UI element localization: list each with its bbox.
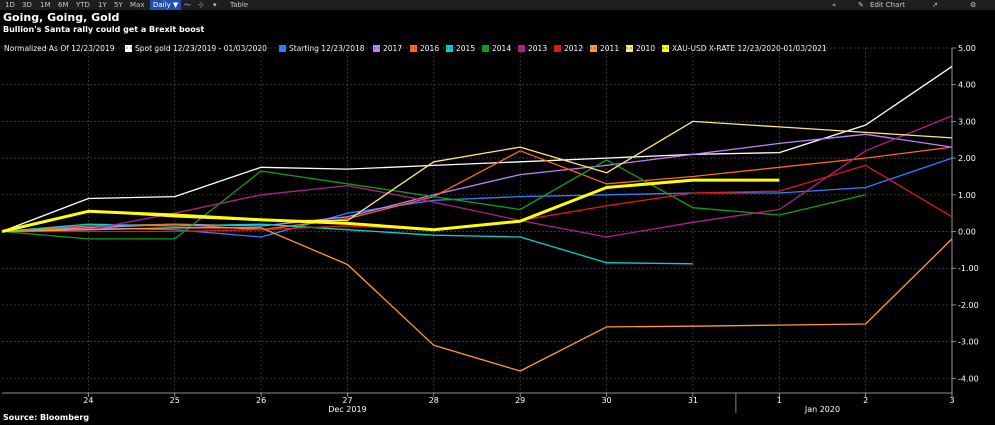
legend-swatch <box>446 45 453 52</box>
x-tick-label: 30 <box>601 396 611 405</box>
chevron-down-icon[interactable]: ▾ <box>213 1 217 9</box>
legend-swatch <box>125 45 132 52</box>
legend-swatch <box>518 45 525 52</box>
legend-label: XAU-USD X-RATE 12/23/2020-01/03/2021 <box>672 44 827 53</box>
series-line <box>1 65 953 233</box>
edit-chart-button[interactable]: Edit Chart <box>870 1 906 9</box>
legend-item-2011[interactable]: 2011 <box>590 43 619 55</box>
range-max-button[interactable]: Max <box>130 1 145 9</box>
legend-item-2013[interactable]: 2013 <box>518 43 547 55</box>
range-6m-button[interactable]: 6M <box>58 1 69 9</box>
gear-icon[interactable]: ⚙ <box>970 1 977 9</box>
y-tick-label: -2.00 <box>958 301 979 310</box>
legend-label: Spot gold 12/23/2019 - 01/03/2020 <box>135 44 267 53</box>
chart-title: Going, Going, Gold <box>3 11 120 24</box>
legend-swatch <box>590 45 597 52</box>
legend-normalized-label: Normalized As Of 12/23/2019 <box>4 44 115 53</box>
legend-item-spot-gold[interactable]: Spot gold 12/23/2019 - 01/03/2020 <box>125 43 267 55</box>
legend-item-2014[interactable]: 2014 <box>482 43 511 55</box>
x-tick-label: 3 <box>949 396 954 405</box>
y-tick-label: -1.00 <box>958 264 979 273</box>
table-button[interactable]: Table <box>230 1 249 9</box>
legend-swatch <box>279 45 286 52</box>
series-line <box>1 133 953 233</box>
source-label: Source: Bloomberg <box>3 413 90 422</box>
top-toolbar: 1D 3D 1M 6M YTD 1Y 5Y Max Daily ▼ 〜 ⊹ ▾ … <box>0 0 995 10</box>
legend-item-2015[interactable]: 2015 <box>446 43 475 55</box>
legend-item-2012[interactable]: 2012 <box>554 43 583 55</box>
legend-item-2016[interactable]: 2016 <box>410 43 439 55</box>
legend-swatch <box>626 45 633 52</box>
x-tick-label: 24 <box>83 396 93 405</box>
y-tick-label: 0.00 <box>958 228 976 237</box>
y-tick-label: 3.00 <box>958 117 976 126</box>
series-line <box>1 159 866 240</box>
legend-label: 2015 <box>456 44 476 53</box>
line-chart-icon[interactable]: 〜 <box>184 1 191 9</box>
compare-icon[interactable]: ⊹ <box>198 1 204 9</box>
range-1y-button[interactable]: 1Y <box>98 1 107 9</box>
x-tick-label: 27 <box>342 396 352 405</box>
legend-item-xau-usd[interactable]: XAU-USD X-RATE 12/23/2020-01/03/2021 <box>662 43 827 55</box>
legend-label: 2010 <box>636 44 656 53</box>
range-ytd-button[interactable]: YTD <box>76 1 90 9</box>
x-tick-label: 29 <box>515 396 525 405</box>
y-tick-label: -4.00 <box>958 374 979 383</box>
legend-swatch <box>410 45 417 52</box>
expand-icon[interactable]: ↗ <box>932 1 938 9</box>
legend-swatch <box>482 45 489 52</box>
frequency-dropdown[interactable]: Daily ▼ <box>150 0 182 10</box>
legend-label: 2013 <box>528 44 548 53</box>
range-3d-button[interactable]: 3D <box>22 1 32 9</box>
legend-label: 2011 <box>600 44 620 53</box>
legend-swatch <box>554 45 561 52</box>
y-tick-label: 4.00 <box>958 81 976 90</box>
legend-label: 2017 <box>383 44 403 53</box>
y-tick-label: 2.00 <box>958 154 976 163</box>
legend-item-starting[interactable]: Starting 12/23/2018 <box>279 43 365 55</box>
x-tick-label: 28 <box>429 396 439 405</box>
collapse-left-icon[interactable]: « <box>832 1 837 9</box>
legend-label: 2016 <box>420 44 440 53</box>
y-tick-label: 5.00 <box>958 44 976 53</box>
x-tick-label: 2 <box>863 396 868 405</box>
range-5y-button[interactable]: 5Y <box>114 1 123 9</box>
series-line <box>1 227 953 372</box>
range-1m-button[interactable]: 1M <box>40 1 51 9</box>
x-group-label: Dec 2019 <box>328 405 366 414</box>
legend-swatch <box>373 45 380 52</box>
legend-label: Starting 12/23/2018 <box>289 44 365 53</box>
legend-label: 2014 <box>492 44 512 53</box>
legend-label: 2012 <box>564 44 584 53</box>
chart-subtitle: Bullion's Santa rally could get a Brexit… <box>3 25 205 34</box>
range-1d-button[interactable]: 1D <box>5 1 15 9</box>
y-tick-label: -3.00 <box>958 338 979 347</box>
legend-swatch <box>662 45 669 52</box>
x-group-label: Jan 2020 <box>804 405 840 414</box>
series-line <box>1 115 953 238</box>
legend-item-2017[interactable]: 2017 <box>373 43 402 55</box>
series-line <box>1 157 953 238</box>
series-line <box>1 178 780 233</box>
x-tick-label: 26 <box>256 396 266 405</box>
edit-icon[interactable]: ✎ <box>858 1 864 9</box>
x-tick-label: 25 <box>170 396 180 405</box>
x-tick-label: 31 <box>688 396 698 405</box>
x-tick-label: 1 <box>777 396 782 405</box>
y-tick-label: 1.00 <box>958 191 976 200</box>
series-line <box>1 146 953 233</box>
legend-item-2010[interactable]: 2010 <box>626 43 655 55</box>
